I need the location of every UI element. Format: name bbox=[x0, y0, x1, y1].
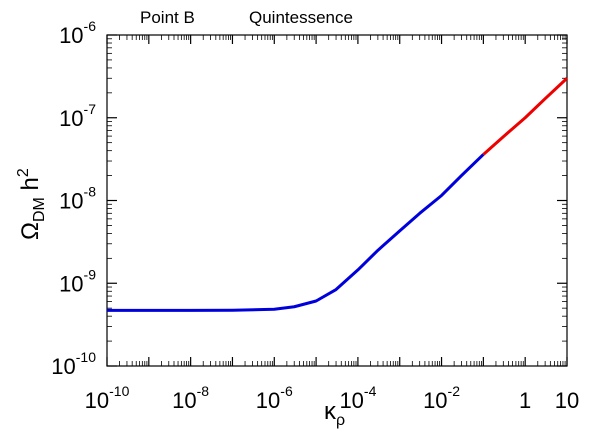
title-point: Point B bbox=[140, 8, 195, 27]
series-line-2 bbox=[482, 77, 569, 156]
y-tick-label: 10-8 bbox=[59, 184, 96, 214]
major-ticks bbox=[106, 34, 568, 367]
y-tick-label: 10-7 bbox=[59, 101, 96, 131]
series-layer bbox=[107, 77, 569, 312]
x-axis-label-main: κ bbox=[324, 398, 337, 425]
x-tick-label: 10-10 bbox=[85, 383, 130, 413]
x-tick-label: 10 bbox=[555, 388, 579, 413]
y-axis-label-tail: h bbox=[17, 177, 44, 197]
y-axis-label-sub: DM bbox=[31, 197, 48, 222]
plot-frame bbox=[106, 34, 568, 367]
title-model: Quintessence bbox=[249, 8, 353, 27]
y-tick-label: 10-10 bbox=[51, 349, 96, 379]
y-axis-label-sup: 2 bbox=[15, 168, 32, 177]
x-tick-label: 10-2 bbox=[423, 383, 460, 413]
minor-ticks bbox=[107, 35, 567, 366]
x-tick-label: 10-4 bbox=[339, 383, 376, 413]
x-tick-label: 10-6 bbox=[256, 383, 293, 413]
x-axis-label-sub: ρ bbox=[336, 412, 345, 429]
y-tick-label: 10-9 bbox=[59, 266, 96, 296]
x-tick-label: 10-8 bbox=[172, 383, 209, 413]
y-axis-label: ΩDM h2 bbox=[15, 168, 48, 240]
y-tick-label: 10-6 bbox=[59, 18, 96, 48]
x-tick-label: 1 bbox=[519, 388, 531, 413]
x-axis-label: κρ bbox=[324, 398, 345, 429]
y-axis-label-main: Ω bbox=[17, 222, 44, 240]
y-tick-labels: 10-10 10-9 10-8 10-7 10-6 bbox=[51, 18, 96, 379]
series-line-1 bbox=[107, 153, 485, 312]
x-tick-labels: 10-10 10-8 10-6 10-4 10-2 1 10 bbox=[85, 383, 580, 413]
